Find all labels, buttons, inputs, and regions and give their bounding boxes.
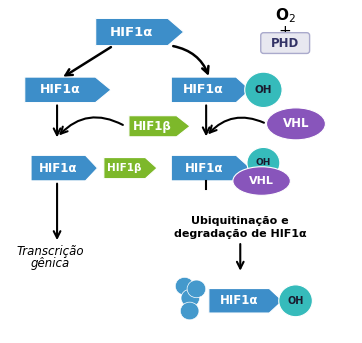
Text: Transcrição: Transcrição bbox=[16, 245, 84, 258]
Text: HIF1α: HIF1α bbox=[110, 25, 153, 38]
Text: OH: OH bbox=[256, 158, 271, 167]
Circle shape bbox=[245, 72, 282, 108]
Text: PHD: PHD bbox=[271, 37, 299, 50]
Circle shape bbox=[181, 289, 200, 307]
Text: degradação de HIF1α: degradação de HIF1α bbox=[174, 229, 307, 239]
Polygon shape bbox=[31, 155, 97, 181]
Polygon shape bbox=[96, 19, 184, 46]
Circle shape bbox=[175, 277, 194, 295]
Text: OH: OH bbox=[287, 296, 304, 306]
Text: HIF1α: HIF1α bbox=[183, 83, 224, 96]
Text: HIF1α: HIF1α bbox=[40, 83, 80, 96]
Text: HIF1α: HIF1α bbox=[220, 294, 258, 307]
Polygon shape bbox=[171, 155, 251, 181]
Text: +: + bbox=[279, 24, 291, 39]
Text: HIF1α: HIF1α bbox=[185, 162, 223, 175]
Circle shape bbox=[180, 302, 199, 320]
Polygon shape bbox=[129, 116, 190, 137]
Text: gênica: gênica bbox=[30, 257, 70, 270]
Circle shape bbox=[279, 285, 312, 317]
Text: HIF1β: HIF1β bbox=[133, 120, 172, 133]
Ellipse shape bbox=[233, 167, 290, 195]
Text: Ubiquitinação e: Ubiquitinação e bbox=[191, 216, 289, 226]
Ellipse shape bbox=[266, 108, 325, 140]
Polygon shape bbox=[25, 77, 111, 103]
Polygon shape bbox=[171, 77, 251, 103]
Text: O$_2$: O$_2$ bbox=[275, 6, 295, 25]
Text: OH: OH bbox=[254, 85, 272, 95]
Text: HIF1α: HIF1α bbox=[39, 162, 77, 175]
Text: VHL: VHL bbox=[249, 176, 274, 186]
FancyBboxPatch shape bbox=[261, 33, 310, 54]
Text: VHL: VHL bbox=[283, 117, 309, 130]
Circle shape bbox=[247, 147, 280, 179]
Polygon shape bbox=[209, 288, 282, 313]
Polygon shape bbox=[104, 157, 157, 179]
Text: HIF1β: HIF1β bbox=[107, 163, 142, 173]
Circle shape bbox=[187, 280, 206, 298]
